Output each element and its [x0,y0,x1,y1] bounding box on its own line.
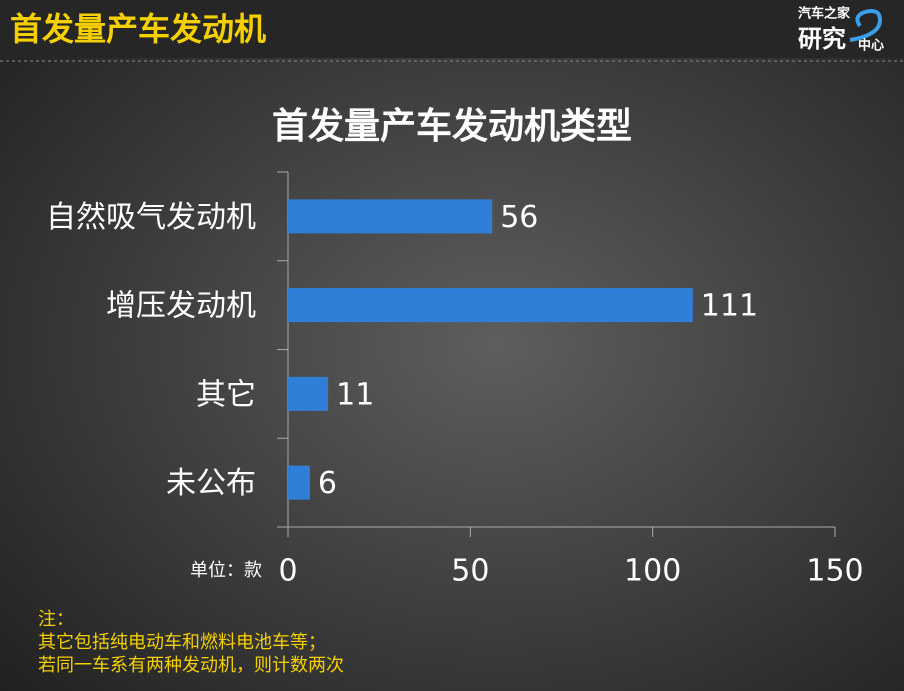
logo-swirl [849,9,883,42]
note-line: 注： [38,609,74,630]
header-band [0,0,904,58]
note-line: 其它包括纯电动车和燃料电池车等； [38,632,326,653]
logo: 汽车之家 研究 中心 [798,6,884,54]
category-label: 未公布 [166,466,256,501]
x-tick-label: 100 [624,554,681,589]
x-tick-label: 0 [278,554,297,589]
logo-side: 中心 [858,38,884,54]
x-tick-label: 150 [806,554,863,589]
bar [288,376,329,411]
category-label: 增压发动机 [106,289,256,324]
bar [288,199,493,234]
note-line: 若同一车系有两种发动机，则计数两次 [38,655,344,676]
value-label: 11 [336,377,374,412]
value-label: 6 [318,466,337,501]
bar [288,465,310,500]
chart-title: 首发量产车发动机类型 [272,106,632,147]
value-label: 56 [500,200,538,235]
bar [288,288,693,323]
logo-main: 研究 [798,25,846,53]
category-label: 自然吸气发动机 [46,200,256,235]
x-tick-label: 50 [451,554,489,589]
unit-label: 单位：款 [190,560,262,581]
notes: 注：其它包括纯电动车和燃料电池车等；若同一车系有两种发动机，则计数两次 [38,609,344,676]
category-label: 其它 [196,377,256,412]
value-label: 111 [701,289,758,324]
logo-top: 汽车之家 [798,6,851,22]
header-title: 首发量产车发动机 [10,10,266,48]
